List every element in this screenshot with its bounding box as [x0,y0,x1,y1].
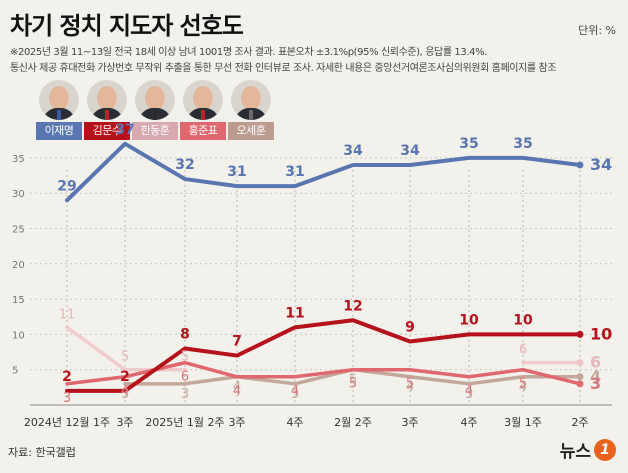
data-label: 4 [233,384,241,399]
data-label: 4 [291,384,299,399]
data-label: 31 [285,164,304,180]
data-label: 4 [590,367,601,386]
data-label: 5 [181,350,189,365]
data-label: 3 [291,387,299,402]
series-line-1 [65,141,582,203]
data-label: 29 [57,178,76,194]
source-label: 자료: 한국갤럽 [8,446,76,459]
data-label: 31 [227,164,246,180]
logo-badge-icon: 1 [594,438,616,461]
y-tick-label: 25 [12,225,25,236]
end-marker [576,330,584,338]
y-tick-label: 15 [12,295,25,306]
series-line-3 [65,325,582,372]
data-label: 3 [181,387,189,402]
data-label: 10 [590,324,612,343]
data-label: 5 [406,377,414,392]
data-label: 34 [400,143,420,159]
candidate-name: 한동훈 [132,122,178,140]
data-label: 2 [120,369,130,385]
data-label: 4 [121,384,129,399]
end-marker [576,373,584,381]
data-label: 11 [285,305,304,321]
x-tick-label: 3주 [228,416,245,429]
candidate-1: 이재명 [36,80,82,140]
data-label: 34 [590,155,612,174]
data-label: 35 [459,136,478,152]
unit-label: 단위: % [578,24,616,37]
candidate-photo [135,80,175,120]
data-label: 5 [349,373,357,388]
candidate-photo [87,80,127,120]
data-label: 10 [513,312,533,328]
end-marker [576,161,584,169]
candidate-5: 오세훈 [228,80,274,140]
x-tick-label: 3월 1주 [504,416,542,429]
candidate-3: 한동훈 [132,80,178,140]
y-tick-label: 5 [12,366,18,377]
data-label: 11 [59,307,76,322]
candidate-name: 홍준표 [180,122,226,140]
data-label: 9 [405,319,415,335]
data-label: 6 [181,370,189,385]
data-label: 4 [465,384,473,399]
data-label: 5 [519,377,527,392]
data-label: 3 [465,387,473,402]
data-label: 4 [406,380,414,395]
data-label: 8 [180,327,190,343]
x-tick-label: 2024년 12월 1주 [24,416,110,429]
x-tick-label: 2월 2주 [334,416,372,429]
method-note: 통신사 제공 휴대전화 가상번호 무작위 추출을 통한 무선 전화 인터뷰로 조… [10,63,557,74]
data-label: 35 [513,136,532,152]
series-line-2 [65,318,582,393]
candidate-name: 오세훈 [228,122,274,140]
data-label: 12 [343,298,362,314]
candidate-name: 이재명 [36,122,82,140]
x-tick-label: 2025년 1월 2주 [145,416,224,429]
end-marker [576,380,584,388]
data-label: 32 [175,157,194,173]
y-tick-label: 35 [12,154,25,165]
data-label: 2 [62,369,72,385]
news1-logo: 뉴스 1 [560,437,616,462]
x-tick-label: 3주 [401,416,418,429]
y-tick-label: 20 [12,260,25,271]
x-tick-label: 4주 [460,416,477,429]
data-label: 4 [233,380,241,395]
data-label: 6 [519,343,527,358]
data-label: 34 [343,143,363,159]
data-label: 4 [519,380,527,395]
data-label: 3 [590,374,601,393]
survey-note: ※2025년 3월 11~13일 전국 18세 이상 남녀 1001명 조사 결… [10,47,487,58]
data-label: 37 [115,122,134,138]
logo-text: 뉴스 [559,442,591,462]
candidate-photo [231,80,271,120]
x-tick-label: 4주 [286,416,303,429]
candidate-2: 김문수 [84,80,130,140]
data-label: 5 [349,377,357,392]
x-tick-label: 3주 [116,416,133,429]
y-tick-label: 30 [12,189,25,200]
candidate-name: 김문수 [84,122,130,140]
candidate-photo [39,80,79,120]
data-label: 7 [232,334,242,350]
y-tick-label: 10 [12,330,25,341]
data-label: 6 [590,353,601,372]
data-label: 10 [459,312,479,328]
candidate-photo [183,80,223,120]
chart-title: 차기 정치 지도자 선호도 [10,12,244,40]
candidate-4: 홍준표 [180,80,226,140]
data-label: 5 [121,350,129,365]
x-tick-label: 2주 [571,416,588,429]
data-label: 3 [63,391,71,406]
data-label: 3 [121,387,129,402]
end-marker [576,359,584,367]
